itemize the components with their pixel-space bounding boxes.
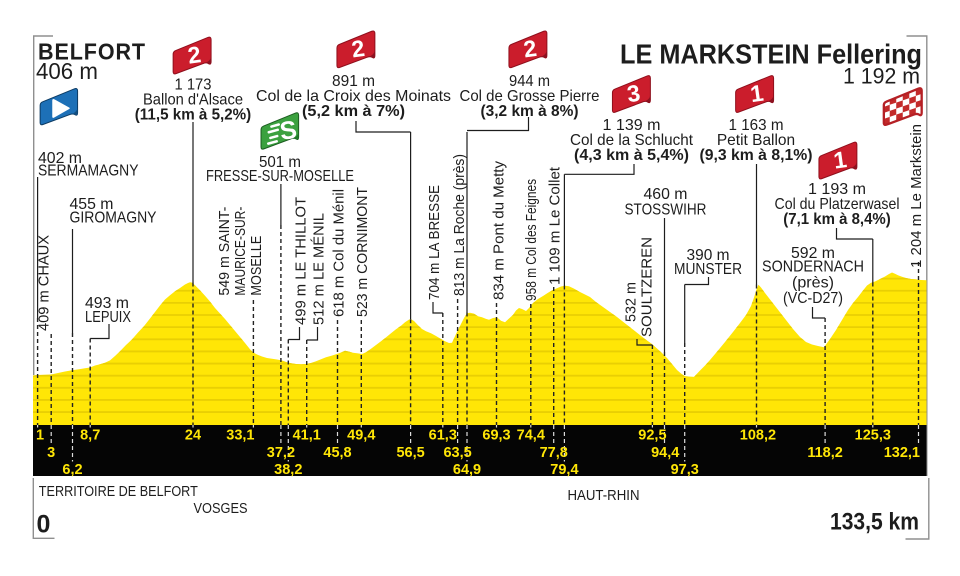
svg-text:STOSSWIHR: STOSSWIHR <box>625 202 707 219</box>
svg-text:Col de Grosse Pierre: Col de Grosse Pierre <box>460 88 600 105</box>
svg-text:56,5: 56,5 <box>396 445 424 461</box>
svg-text:SONDERNACH: SONDERNACH <box>762 259 864 276</box>
svg-text:(3,2 km à 8%): (3,2 km à 8%) <box>481 103 579 120</box>
svg-text:74,4: 74,4 <box>517 428 545 444</box>
svg-text:402 m: 402 m <box>38 150 82 167</box>
svg-text:(11,5 km à 5,2%): (11,5 km à 5,2%) <box>135 107 252 124</box>
svg-text:834 m Pont du Metty: 834 m Pont du Metty <box>492 160 508 300</box>
svg-text:(près): (près) <box>792 275 834 292</box>
svg-text:118,2: 118,2 <box>807 445 843 461</box>
svg-text:Petit Ballon: Petit Ballon <box>717 132 795 149</box>
svg-text:24: 24 <box>185 428 201 444</box>
svg-text:6,2: 6,2 <box>62 462 82 478</box>
svg-text:108,2: 108,2 <box>740 428 776 444</box>
svg-text:1 163 m: 1 163 m <box>729 117 784 134</box>
svg-text:704 m LA BRESSE: 704 m LA BRESSE <box>427 185 443 300</box>
svg-text:SOULTZEREN: SOULTZEREN <box>640 237 656 337</box>
svg-text:3: 3 <box>625 80 641 108</box>
svg-text:MOSELLE: MOSELLE <box>249 235 265 295</box>
svg-text:523 m CORNIMONT: 523 m CORNIMONT <box>355 187 371 317</box>
svg-text:3: 3 <box>47 445 55 461</box>
svg-text:79,4: 79,4 <box>550 462 578 478</box>
svg-text:(9,3 km à 8,1%): (9,3 km à 8,1%) <box>700 147 813 164</box>
svg-text:49,4: 49,4 <box>347 428 375 444</box>
svg-text:958 m Col des Feignes: 958 m Col des Feignes <box>524 179 540 301</box>
svg-text:(VC-D27): (VC-D27) <box>783 290 843 307</box>
svg-text:MAURICE-SUR-: MAURICE-SUR- <box>233 206 249 295</box>
svg-text:1 204 m Le Markstein: 1 204 m Le Markstein <box>909 124 925 268</box>
svg-text:1: 1 <box>36 428 44 444</box>
svg-text:S: S <box>278 116 299 146</box>
svg-text:BELFORT: BELFORT <box>38 38 146 64</box>
svg-text:891 m: 891 m <box>332 73 375 90</box>
svg-text:Col de la Croix des Moinats: Col de la Croix des Moinats <box>256 88 451 105</box>
svg-text:FRESSE-SUR-MOSELLE: FRESSE-SUR-MOSELLE <box>206 168 354 185</box>
svg-text:41,1: 41,1 <box>293 428 321 444</box>
svg-text:VOSGES: VOSGES <box>194 501 248 517</box>
svg-text:132,1: 132,1 <box>884 445 920 461</box>
svg-text:2: 2 <box>522 35 538 63</box>
svg-text:Col de la Schlucht: Col de la Schlucht <box>570 132 694 149</box>
svg-text:592 m: 592 m <box>791 245 835 262</box>
svg-text:HAUT-RHIN: HAUT-RHIN <box>568 488 640 504</box>
svg-text:409 m CHAUX: 409 m CHAUX <box>37 235 53 331</box>
svg-text:1: 1 <box>749 80 765 108</box>
svg-text:455 m: 455 m <box>70 196 114 213</box>
svg-text:LEPUIX: LEPUIX <box>85 309 131 326</box>
svg-text:390 m: 390 m <box>687 247 730 264</box>
svg-text:GIROMAGNY: GIROMAGNY <box>70 210 157 227</box>
svg-text:1 192 m: 1 192 m <box>843 64 920 89</box>
svg-text:549 m SAINT-: 549 m SAINT- <box>217 206 233 295</box>
svg-text:MUNSTER: MUNSTER <box>674 261 742 278</box>
svg-text:1 139 m: 1 139 m <box>603 117 661 134</box>
svg-text:460 m: 460 m <box>644 186 688 203</box>
svg-text:493 m: 493 m <box>85 295 129 312</box>
svg-text:77,8: 77,8 <box>540 445 568 461</box>
svg-text:38,2: 38,2 <box>274 462 302 478</box>
svg-text:125,3: 125,3 <box>855 428 891 444</box>
svg-text:TERRITOIRE DE BELFORT: TERRITOIRE DE BELFORT <box>39 484 198 500</box>
svg-text:LE MARKSTEIN Fellering: LE MARKSTEIN Fellering <box>620 39 922 70</box>
svg-text:69,3: 69,3 <box>482 428 510 444</box>
svg-text:Ballon d'Alsace: Ballon d'Alsace <box>143 92 243 109</box>
svg-text:94,4: 94,4 <box>651 445 679 461</box>
svg-text:45,8: 45,8 <box>323 445 351 461</box>
svg-text:Col du Platzerwasel: Col du Platzerwasel <box>775 196 900 213</box>
svg-text:8,7: 8,7 <box>80 428 100 444</box>
svg-text:37,2: 37,2 <box>267 445 295 461</box>
svg-text:(7,1 km à 8,4%): (7,1 km à 8,4%) <box>783 211 891 228</box>
svg-text:1 193 m: 1 193 m <box>808 181 866 198</box>
svg-text:406 m: 406 m <box>36 58 98 84</box>
svg-text:33,1: 33,1 <box>226 428 254 444</box>
svg-text:944 m: 944 m <box>509 73 550 90</box>
svg-text:813 m La Roche (près): 813 m La Roche (près) <box>452 154 468 296</box>
svg-text:(5,2 km à 7%): (5,2 km à 7%) <box>302 103 405 120</box>
svg-text:1 173: 1 173 <box>175 77 212 94</box>
svg-text:(4,3 km à 5,4%): (4,3 km à 5,4%) <box>574 147 689 164</box>
svg-text:92,5: 92,5 <box>638 428 666 444</box>
svg-text:0: 0 <box>37 511 51 539</box>
svg-text:618 m Col du Ménil: 618 m Col du Ménil <box>332 189 348 317</box>
svg-text:512 m LE MÉNIL: 512 m LE MÉNIL <box>311 213 328 325</box>
svg-text:1 109 m Le Collet: 1 109 m Le Collet <box>548 167 564 285</box>
svg-text:64,9: 64,9 <box>453 462 481 478</box>
svg-text:499 m LE THILLOT: 499 m LE THILLOT <box>294 197 310 325</box>
svg-text:532 m: 532 m <box>624 282 640 322</box>
svg-text:2: 2 <box>350 35 366 63</box>
svg-text:97,3: 97,3 <box>671 462 699 478</box>
svg-text:2: 2 <box>186 41 202 69</box>
svg-text:1: 1 <box>832 146 848 174</box>
svg-text:61,3: 61,3 <box>429 428 457 444</box>
svg-text:SERMAMAGNY: SERMAMAGNY <box>38 162 139 179</box>
svg-text:501 m: 501 m <box>259 154 301 171</box>
svg-text:63,5: 63,5 <box>443 445 471 461</box>
svg-text:133,5 km: 133,5 km <box>830 509 919 536</box>
